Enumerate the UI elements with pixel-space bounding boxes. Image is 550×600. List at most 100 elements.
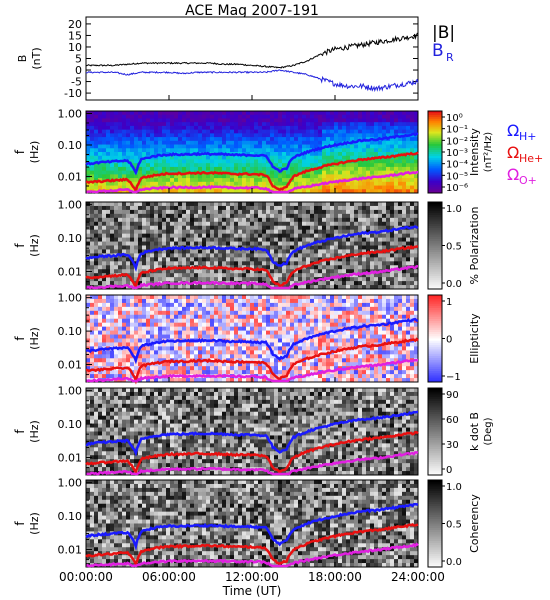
colorbar-step [428, 111, 442, 114]
heatmap-cell [278, 148, 283, 153]
heatmap-cell [318, 129, 323, 134]
heatmap-cell [338, 277, 343, 282]
heatmap-cell [150, 205, 155, 211]
heatmap-cell [226, 257, 231, 262]
heatmap-cell [270, 249, 275, 254]
heatmap-cell [378, 217, 383, 223]
heatmap-cell [246, 159, 251, 164]
heatmap-cell [342, 205, 347, 211]
heatmap-cell [402, 114, 407, 119]
heatmap-cell [94, 295, 99, 300]
heatmap-cell [298, 221, 303, 227]
heatmap-cell [290, 310, 295, 316]
heatmap-cell [86, 370, 91, 375]
heatmap-cell [258, 118, 263, 123]
heatmap-cell [354, 166, 359, 172]
heatmap-cell [142, 366, 147, 371]
heatmap-cell [314, 137, 319, 142]
heatmap-cell [182, 166, 187, 172]
legend-br: B [432, 41, 444, 61]
heatmap-cell [398, 159, 403, 164]
heatmap-cell [190, 310, 195, 316]
heatmap-cell [150, 322, 155, 328]
heatmap-cell [370, 163, 375, 168]
heatmap-cell [250, 125, 255, 131]
gyro-line-h-plus [85, 132, 419, 176]
heatmap-cell [150, 170, 155, 175]
heatmap-cell [230, 326, 235, 331]
heatmap-cell [262, 350, 267, 355]
heatmap-cell [154, 295, 159, 300]
heatmap-cell [206, 237, 211, 242]
heatmap-cell [330, 245, 335, 250]
heatmap-cell [282, 122, 287, 127]
heatmap-cell [262, 306, 267, 312]
heatmap-cell [254, 378, 259, 383]
heatmap-cell [234, 118, 239, 123]
heatmap-cell [266, 277, 271, 282]
heatmap-cell [198, 217, 203, 223]
heatmap-cell [250, 314, 255, 320]
heatmap-cell [394, 273, 399, 278]
heatmap-cell [282, 322, 287, 328]
heatmap-cell [238, 237, 243, 242]
heatmap-cell [170, 346, 175, 351]
heatmap-cell [110, 322, 115, 328]
heatmap-cell [306, 245, 311, 250]
heatmap-cell [270, 310, 275, 316]
heatmap-cell [394, 155, 399, 160]
heatmap-cell [142, 221, 147, 227]
heatmap-cell [314, 221, 319, 227]
heatmap-cell [230, 261, 235, 266]
heatmap-cell [186, 370, 191, 375]
heatmap-cell [122, 237, 127, 242]
heatmap-cell [230, 298, 235, 304]
heatmap-cell [118, 125, 123, 131]
heatmap-cell [202, 366, 207, 371]
heatmap-cell [326, 114, 331, 119]
colorbar-tick-label: 10⁻⁶ [446, 183, 468, 194]
heatmap-cell [166, 285, 171, 290]
heatmap-cell [370, 253, 375, 258]
heatmap-cell [290, 114, 295, 119]
heatmap-cell [154, 249, 159, 254]
heatmap-cell [354, 133, 359, 138]
heatmap-cell [94, 354, 99, 359]
heatmap-cell [118, 306, 123, 312]
heatmap-cell [166, 181, 171, 186]
heatmap-cell [174, 322, 179, 328]
heatmap-cell [250, 338, 255, 343]
heatmap-cell [226, 350, 231, 355]
heatmap-cell [206, 129, 211, 134]
heatmap-cell [326, 217, 331, 223]
heatmap-cell [142, 295, 147, 300]
heatmap-cell [206, 378, 211, 383]
heatmap-cell [122, 181, 127, 186]
heatmap-cell [242, 213, 247, 219]
heatmap-cell [254, 350, 259, 355]
heatmap-cell [310, 237, 315, 242]
heatmap-cell [262, 261, 267, 266]
heatmap-cell [230, 295, 235, 300]
heatmap-cell [278, 174, 283, 179]
heatmap-cell [238, 178, 243, 183]
heatmap-cell [186, 342, 191, 347]
heatmap-cell [190, 122, 195, 127]
heatmap-cell [134, 245, 139, 250]
heatmap-cell [234, 310, 239, 316]
heatmap-cell [118, 249, 123, 254]
heatmap-cell [158, 233, 163, 238]
heatmap-cell [246, 217, 251, 223]
heatmap-cell [274, 269, 279, 274]
heatmap-cell [274, 152, 279, 157]
heatmap-cell [278, 229, 283, 235]
heatmap-cell [378, 189, 383, 194]
heatmap-cell [190, 346, 195, 351]
heatmap-cell [142, 241, 147, 246]
heatmap-cell [222, 302, 227, 308]
heatmap-cell [414, 163, 419, 168]
heatmap-cell [398, 125, 403, 131]
heatmap-cell [274, 334, 279, 339]
heatmap-cell [222, 229, 227, 235]
heatmap-cell [234, 362, 239, 367]
